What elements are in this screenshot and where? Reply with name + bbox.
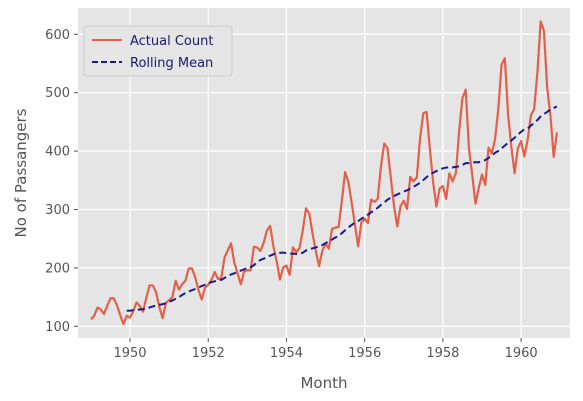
- x-tick-label: 1960: [505, 346, 538, 361]
- series-layer: [90, 20, 559, 326]
- tick-labels: 1950 1952 1954 1956 1958 1960 100 200 300 400 500 6…: [45, 28, 537, 361]
- x-tick-label: 1952: [192, 346, 225, 361]
- y-tick-label: 600: [45, 28, 70, 43]
- y-tick-label: 300: [45, 203, 70, 218]
- x-axis-label: Month: [300, 374, 347, 392]
- y-tick-label: 200: [45, 261, 70, 276]
- x-tick-label: 1950: [113, 346, 146, 361]
- legend-label-rolling-mean: Rolling Mean: [130, 56, 213, 71]
- legend-box: [83, 25, 233, 77]
- series-line-rolling-mean: [126, 105, 558, 312]
- y-tick-label: 100: [45, 320, 70, 335]
- x-tick-label: 1956: [348, 346, 381, 361]
- legend-label-actual-count: Actual Count: [130, 34, 213, 49]
- legend: Actual Count Rolling Mean: [83, 25, 233, 77]
- x-tick-label: 1958: [426, 346, 459, 361]
- y-tick-label: 500: [45, 86, 70, 101]
- y-axis-label: No of Passangers: [12, 108, 30, 237]
- y-tick-label: 400: [45, 145, 70, 160]
- x-tick-label: 1954: [270, 346, 303, 361]
- series-line-actual-count: [90, 20, 559, 326]
